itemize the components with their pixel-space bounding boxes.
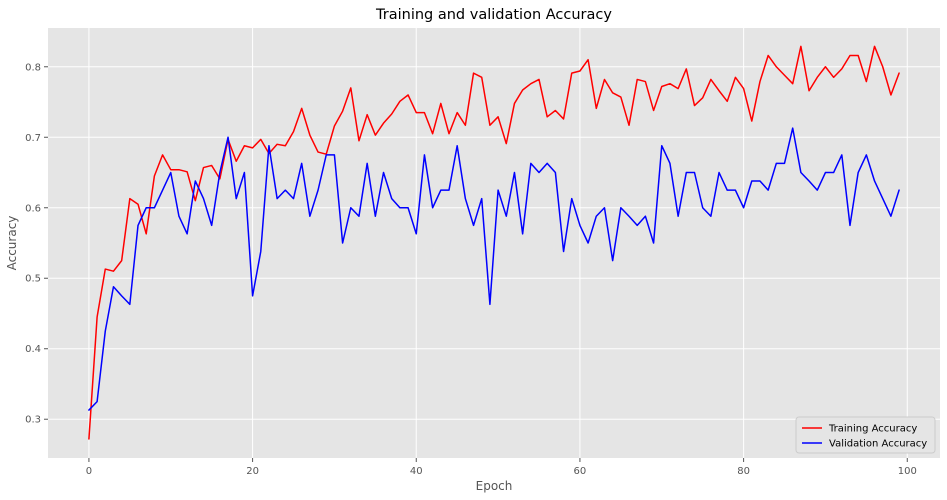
y-axis-label: Accuracy: [5, 216, 19, 271]
x-tick-label: 40: [410, 466, 423, 477]
x-tick-label: 100: [898, 466, 917, 477]
series-lines: [88, 45, 900, 440]
series-line-validation: [88, 127, 900, 411]
x-tick-label: 80: [737, 466, 750, 477]
legend-label: Training Accuracy: [828, 424, 917, 435]
y-tick-label: 0.5: [25, 274, 41, 285]
tick-labels: 0 20 40 60 80 100 0.3 0.4 0.5 0.6 0.7 0.8: [25, 62, 917, 477]
x-axis-label: Epoch: [476, 479, 513, 493]
x-tick-label: 0: [86, 466, 92, 477]
x-tick-label: 20: [246, 466, 259, 477]
grid-lines: [48, 28, 940, 458]
y-tick-label: 0.3: [25, 415, 41, 426]
chart-title: Training and validation Accuracy: [375, 7, 612, 23]
y-tick-label: 0.4: [25, 344, 41, 355]
x-tick-label: 60: [574, 466, 587, 477]
legend-box: [795, 416, 936, 454]
series-line-training: [88, 45, 900, 440]
legend-label: Validation Accuracy: [829, 439, 927, 450]
legend: Training Accuracy Validation Accuracy: [795, 416, 936, 454]
y-tick-label: 0.7: [25, 133, 41, 144]
y-tick-label: 0.8: [25, 62, 41, 73]
y-tick-label: 0.6: [25, 203, 41, 214]
